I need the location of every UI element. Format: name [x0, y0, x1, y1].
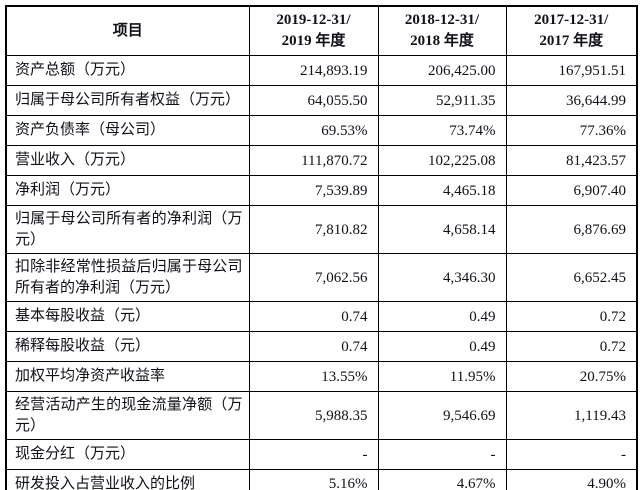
- table-row: 现金分红（万元） - - -: [5, 439, 638, 470]
- header-2019-date: 2019-12-31/: [276, 12, 351, 28]
- row-label-cell: 资产总额（万元）: [5, 55, 250, 86]
- row-label-cell: 研发投入占营业收入的比例: [5, 469, 250, 490]
- value-cell-2017: 0.72: [505, 331, 638, 362]
- header-column-2019: 2019-12-31/ 2019 年度: [248, 5, 379, 56]
- table-row: 净利润（万元） 7,539.89 4,465.18 6,907.40: [5, 175, 638, 206]
- table-row: 资产负债率（母公司） 69.53% 73.74% 77.36%: [5, 115, 638, 146]
- header-item-column: 项目: [5, 5, 250, 56]
- value-cell-2018: 9,546.69: [377, 391, 507, 440]
- value-cell-2019: 7,810.82: [248, 205, 379, 254]
- row-label-cell: 基本每股收益（元）: [5, 301, 250, 332]
- value-cell-2018: 206,425.00: [377, 55, 507, 86]
- row-label-cell: 现金分红（万元）: [5, 439, 250, 470]
- header-2018-year: 2018 年度: [410, 33, 474, 49]
- value-cell-2017: 20.75%: [505, 361, 638, 392]
- value-cell-2017: 0.72: [505, 301, 638, 332]
- value-cell-2017: 77.36%: [505, 115, 638, 146]
- table-row: 稀释每股收益（元） 0.74 0.49 0.72: [5, 331, 638, 362]
- header-2017-date: 2017-12-31/: [534, 12, 609, 28]
- value-cell-2019: 7,539.89: [248, 175, 379, 206]
- value-cell-2017: 1,119.43: [505, 391, 638, 440]
- value-cell-2018: 102,225.08: [377, 145, 507, 176]
- table-row: 归属于母公司所有者权益（万元） 64,055.50 52,911.35 36,6…: [5, 85, 638, 116]
- row-label-cell: 经营活动产生的现金流量净额（万元）: [5, 391, 250, 440]
- value-cell-2018: -: [377, 439, 507, 470]
- header-2017-year: 2017 年度: [539, 33, 604, 49]
- value-cell-2019: 7,062.56: [248, 253, 379, 302]
- value-cell-2019: 0.74: [248, 331, 379, 362]
- table-row: 研发投入占营业收入的比例 5.16% 4.67% 4.90%: [5, 469, 638, 490]
- value-cell-2017: 6,876.69: [505, 205, 638, 254]
- value-cell-2017: 36,644.99: [505, 85, 638, 116]
- value-cell-2019: 0.74: [248, 301, 379, 332]
- value-cell-2018: 4,465.18: [377, 175, 507, 206]
- value-cell-2018: 0.49: [377, 301, 507, 332]
- table-row: 经营活动产生的现金流量净额（万元） 5,988.35 9,546.69 1,11…: [5, 391, 638, 440]
- value-cell-2019: 5,988.35: [248, 391, 379, 440]
- header-2018-date: 2018-12-31/: [404, 12, 480, 28]
- value-cell-2019: -: [248, 439, 379, 470]
- value-cell-2018: 73.74%: [377, 115, 507, 146]
- row-label-cell: 稀释每股收益（元）: [5, 331, 250, 362]
- value-cell-2017: 81,423.57: [505, 145, 638, 176]
- value-cell-2019: 64,055.50: [248, 85, 379, 116]
- value-cell-2017: -: [505, 439, 638, 470]
- table-row: 资产总额（万元） 214,893.19 206,425.00 167,951.5…: [5, 55, 638, 86]
- value-cell-2018: 52,911.35: [377, 85, 507, 116]
- header-item-label: 项目: [112, 22, 143, 39]
- row-label-cell: 资产负债率（母公司）: [5, 115, 250, 146]
- header-row: 项目 2019-12-31/ 2019 年度 2018-12-31/ 2018 …: [5, 5, 638, 56]
- table-row: 扣除非经常性损益后归属于母公司所有者的净利润（万元） 7,062.56 4,34…: [5, 253, 638, 302]
- value-cell-2019: 5.16%: [248, 469, 379, 490]
- value-cell-2019: 214,893.19: [248, 55, 379, 86]
- table-row: 基本每股收益（元） 0.74 0.49 0.72: [5, 301, 638, 332]
- row-label-cell: 扣除非经常性损益后归属于母公司所有者的净利润（万元）: [5, 253, 250, 302]
- value-cell-2017: 167,951.51: [505, 55, 638, 86]
- row-label-cell: 净利润（万元）: [5, 175, 250, 206]
- value-cell-2019: 13.55%: [248, 361, 379, 392]
- table-row: 营业收入（万元） 111,870.72 102,225.08 81,423.57: [5, 145, 638, 176]
- row-label-cell: 归属于母公司所有者权益（万元）: [5, 85, 250, 116]
- value-cell-2019: 111,870.72: [248, 145, 379, 176]
- value-cell-2017: 4.90%: [505, 469, 638, 490]
- row-label-cell: 营业收入（万元）: [5, 145, 250, 176]
- header-2019-year: 2019 年度: [281, 33, 346, 49]
- value-cell-2017: 6,652.45: [505, 253, 638, 302]
- value-cell-2018: 0.49: [377, 331, 507, 362]
- header-column-2018: 2018-12-31/ 2018 年度: [377, 5, 507, 56]
- header-column-2017: 2017-12-31/ 2017 年度: [505, 5, 638, 56]
- value-cell-2019: 69.53%: [248, 115, 379, 146]
- value-cell-2018: 4,346.30: [377, 253, 507, 302]
- value-cell-2018: 11.95%: [377, 361, 507, 392]
- row-label-cell: 加权平均净资产收益率: [5, 361, 250, 392]
- value-cell-2017: 6,907.40: [505, 175, 638, 206]
- table-body: 资产总额（万元） 214,893.19 206,425.00 167,951.5…: [5, 55, 638, 490]
- value-cell-2018: 4.67%: [377, 469, 507, 490]
- financial-summary-table: 项目 2019-12-31/ 2019 年度 2018-12-31/ 2018 …: [5, 5, 638, 490]
- row-label-cell: 归属于母公司所有者的净利润（万元）: [5, 205, 250, 254]
- table-row: 归属于母公司所有者的净利润（万元） 7,810.82 4,658.14 6,87…: [5, 205, 638, 254]
- value-cell-2018: 4,658.14: [377, 205, 507, 254]
- table-row: 加权平均净资产收益率 13.55% 11.95% 20.75%: [5, 361, 638, 392]
